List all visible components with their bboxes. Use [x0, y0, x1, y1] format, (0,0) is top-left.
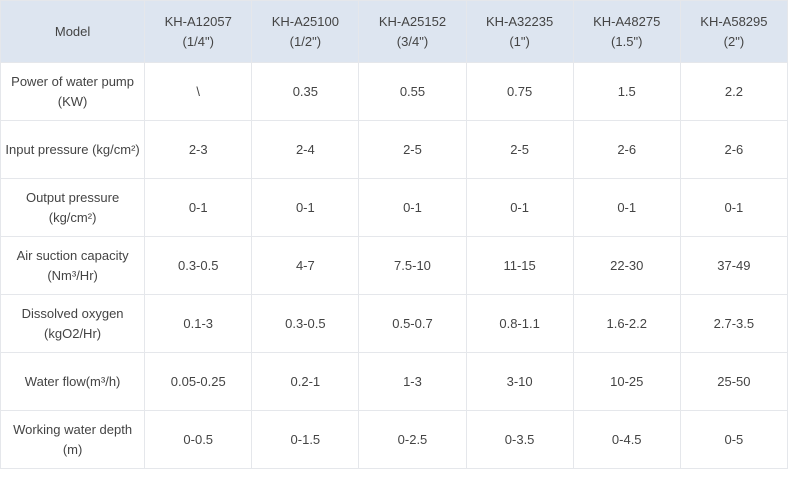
col-header-2: KH-A25100 (1/2") [252, 1, 359, 63]
cell: 2-6 [573, 121, 680, 179]
table-row: Input pressure (kg/cm²)2-32-42-52-52-62-… [1, 121, 788, 179]
cell: 37-49 [680, 237, 787, 295]
cell: 0-1 [466, 179, 573, 237]
cell: 0-4.5 [573, 411, 680, 469]
row-label: Working water depth (m) [1, 411, 145, 469]
table-row: Working water depth (m)0-0.50-1.50-2.50-… [1, 411, 788, 469]
row-label: Dissolved oxygen (kgO2/Hr) [1, 295, 145, 353]
cell: 2-3 [145, 121, 252, 179]
cell: 2.7-3.5 [680, 295, 787, 353]
cell: 0-1 [359, 179, 466, 237]
spec-table: Model KH-A12057 (1/4") KH-A25100 (1/2") KH… [0, 0, 788, 469]
cell: 0.3-0.5 [145, 237, 252, 295]
cell: 0-1 [573, 179, 680, 237]
cell: 4-7 [252, 237, 359, 295]
row-label: Air suction capacity (Nm³/Hr) [1, 237, 145, 295]
cell: 25-50 [680, 353, 787, 411]
table-row: Air suction capacity (Nm³/Hr)0.3-0.54-77… [1, 237, 788, 295]
table-body: Power of water pump (KW)\0.350.550.751.5… [1, 63, 788, 469]
col-header-label: KH-A58295 [700, 14, 767, 29]
row-label: Water flow(m³/h) [1, 353, 145, 411]
col-header-label: KH-A25100 [272, 14, 339, 29]
col-header-label: KH-A12057 [165, 14, 232, 29]
cell: 0.3-0.5 [252, 295, 359, 353]
col-header-1: KH-A12057 (1/4") [145, 1, 252, 63]
cell: 2-6 [680, 121, 787, 179]
col-header-sub: (3/4") [397, 34, 428, 49]
col-header-label: KH-A25152 [379, 14, 446, 29]
cell: 0-0.5 [145, 411, 252, 469]
cell: 0-3.5 [466, 411, 573, 469]
col-header-3: KH-A25152 (3/4") [359, 1, 466, 63]
cell: 0-2.5 [359, 411, 466, 469]
cell: 0.1-3 [145, 295, 252, 353]
col-header-label: KH-A48275 [593, 14, 660, 29]
table-row: Water flow(m³/h)0.05-0.250.2-11-33-1010-… [1, 353, 788, 411]
col-header-sub: (1/4") [183, 34, 214, 49]
row-label: Power of water pump (KW) [1, 63, 145, 121]
cell: 7.5-10 [359, 237, 466, 295]
cell: 0-5 [680, 411, 787, 469]
col-header-sub: (1") [509, 34, 530, 49]
table-row: Power of water pump (KW)\0.350.550.751.5… [1, 63, 788, 121]
col-header-6: KH-A58295 (2") [680, 1, 787, 63]
cell: 1.6-2.2 [573, 295, 680, 353]
col-header-4: KH-A32235 (1") [466, 1, 573, 63]
table-row: Dissolved oxygen (kgO2/Hr)0.1-30.3-0.50.… [1, 295, 788, 353]
cell: 11-15 [466, 237, 573, 295]
cell: 0.35 [252, 63, 359, 121]
header-row: Model KH-A12057 (1/4") KH-A25100 (1/2") KH… [1, 1, 788, 63]
table-row: Output pressure (kg/cm²)0-10-10-10-10-10… [1, 179, 788, 237]
cell: 3-10 [466, 353, 573, 411]
col-header-label: Model [55, 24, 90, 39]
row-label: Output pressure (kg/cm²) [1, 179, 145, 237]
cell: 0.05-0.25 [145, 353, 252, 411]
cell: 0.55 [359, 63, 466, 121]
cell: \ [145, 63, 252, 121]
cell: 2-4 [252, 121, 359, 179]
cell: 2.2 [680, 63, 787, 121]
cell: 0.2-1 [252, 353, 359, 411]
cell: 1-3 [359, 353, 466, 411]
col-header-label: KH-A32235 [486, 14, 553, 29]
cell: 1.5 [573, 63, 680, 121]
col-header-sub: (2") [724, 34, 745, 49]
cell: 2-5 [466, 121, 573, 179]
cell: 10-25 [573, 353, 680, 411]
col-header-model: Model [1, 1, 145, 63]
cell: 0-1.5 [252, 411, 359, 469]
cell: 0-1 [680, 179, 787, 237]
col-header-5: KH-A48275 (1.5") [573, 1, 680, 63]
cell: 0.8-1.1 [466, 295, 573, 353]
cell: 0.75 [466, 63, 573, 121]
cell: 0.5-0.7 [359, 295, 466, 353]
cell: 0-1 [252, 179, 359, 237]
col-header-sub: (1.5") [611, 34, 642, 49]
cell: 0-1 [145, 179, 252, 237]
cell: 2-5 [359, 121, 466, 179]
col-header-sub: (1/2") [290, 34, 321, 49]
cell: 22-30 [573, 237, 680, 295]
row-label: Input pressure (kg/cm²) [1, 121, 145, 179]
